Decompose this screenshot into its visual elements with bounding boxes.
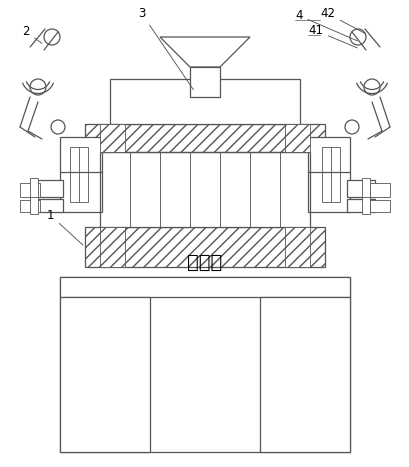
Bar [30, 197, 38, 214]
Bar [361, 178, 369, 199]
Bar [110, 79, 299, 124]
Bar [35, 180, 63, 197]
Bar [100, 152, 309, 227]
Bar [346, 199, 374, 212]
Bar [130, 152, 160, 227]
Bar [60, 297, 150, 452]
Bar [189, 152, 220, 227]
Bar [189, 67, 220, 97]
Bar [85, 124, 324, 152]
Text: 工作台: 工作台 [187, 253, 222, 272]
Bar [60, 277, 349, 452]
Bar [70, 147, 88, 202]
Bar [361, 197, 369, 214]
Text: 41: 41 [307, 24, 357, 48]
Bar [160, 152, 189, 227]
Text: 1: 1 [47, 209, 83, 245]
Bar [249, 152, 279, 227]
Bar [220, 152, 249, 227]
Text: 42: 42 [319, 7, 365, 34]
Bar [259, 297, 349, 452]
Text: 3: 3 [138, 7, 193, 90]
Bar [369, 183, 389, 197]
Bar [346, 180, 374, 197]
Bar [369, 200, 389, 212]
Bar [284, 124, 309, 152]
Bar [20, 200, 40, 212]
Bar [20, 183, 40, 197]
Bar [35, 199, 63, 212]
Bar [30, 178, 38, 199]
Bar [279, 152, 309, 227]
Bar [60, 277, 349, 297]
Text: 2: 2 [22, 25, 42, 43]
Bar [100, 152, 130, 227]
Bar [321, 147, 339, 202]
Polygon shape [160, 37, 249, 67]
Bar [307, 137, 349, 212]
Bar [284, 227, 309, 267]
Bar [60, 137, 102, 212]
Bar [100, 124, 125, 152]
Bar [100, 227, 125, 267]
Text: 4: 4 [294, 9, 357, 41]
Bar [85, 227, 324, 267]
